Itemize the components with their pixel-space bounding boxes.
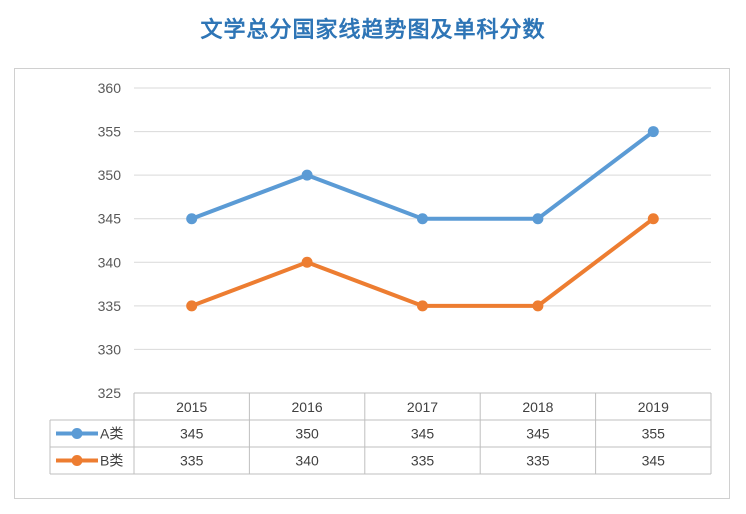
data-point (186, 300, 198, 312)
legend-label: A类 (100, 426, 123, 442)
data-point (647, 213, 659, 225)
table-cell-value: 355 (642, 426, 666, 442)
y-tick-label: 340 (98, 254, 122, 270)
table-cell-value: 345 (526, 426, 550, 442)
table-cell-value: 335 (411, 453, 435, 469)
data-point (301, 256, 313, 268)
y-tick-label: 335 (98, 298, 122, 314)
chart-frame (14, 68, 730, 499)
data-table: 2015 2016 2017 2018 2019 A类 345 350 345 345 355 B类 3… (49, 392, 712, 475)
y-tick-label: 360 (98, 80, 122, 96)
y-tick-label: 330 (98, 341, 122, 357)
table-cell-value: 340 (295, 453, 319, 469)
legend-key-marker (71, 428, 83, 439)
table-cell-value: 345 (642, 453, 666, 469)
table-cell-value: 345 (411, 426, 435, 442)
y-axis: 360 355 350 345 340 335 330 325 (98, 80, 122, 401)
table-cell-value: 345 (180, 426, 204, 442)
y-tick-label: 355 (98, 124, 122, 140)
data-point (186, 213, 198, 225)
x-tick-label: 2016 (292, 399, 323, 415)
y-tick-label: 345 (98, 211, 122, 227)
table-cell-value: 335 (526, 453, 550, 469)
y-tick-label: 325 (98, 385, 122, 401)
series-lines (186, 126, 659, 312)
y-tick-label: 350 (98, 167, 122, 183)
table-cell-value: 350 (295, 426, 319, 442)
x-tick-label: 2019 (638, 399, 669, 415)
x-tick-label: 2015 (176, 399, 207, 415)
data-point (647, 126, 659, 138)
data-point (417, 300, 428, 312)
data-point (301, 169, 313, 181)
data-point (532, 300, 544, 312)
x-tick-label: 2017 (407, 399, 438, 415)
x-tick-label: 2018 (522, 399, 553, 415)
legend-label: B类 (100, 453, 123, 469)
data-point (532, 213, 544, 225)
legend-key-marker (71, 455, 83, 466)
data-point (417, 213, 428, 225)
chart-title: 文学总分国家线趋势图及单科分数 (200, 17, 546, 43)
table-cell-value: 335 (180, 453, 204, 469)
